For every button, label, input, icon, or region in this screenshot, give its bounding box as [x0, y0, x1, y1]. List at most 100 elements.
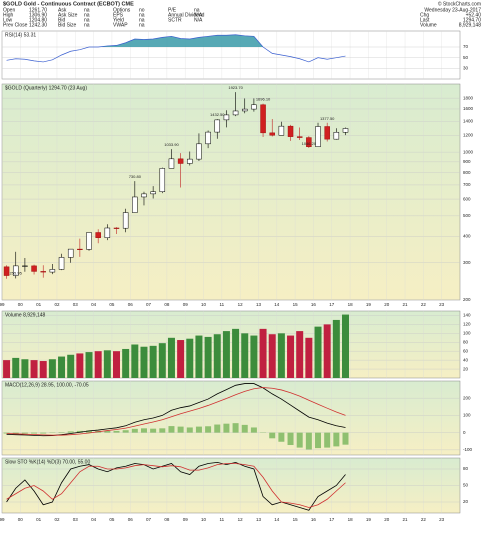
candle-body [288, 126, 293, 136]
candle-body [105, 228, 110, 238]
x-tick-label: 19 [366, 517, 372, 522]
panel-label: MACD(12,26,9) 28.95, 100.00, -70.05 [5, 382, 89, 388]
x-tick-label: 05 [109, 302, 115, 307]
volume-bar [12, 358, 19, 378]
histogram-bar [223, 424, 229, 433]
y-tick-label: 900 [463, 159, 471, 164]
y-tick-label: 300 [463, 260, 471, 265]
histogram-bar [324, 433, 330, 448]
histogram-bar [132, 429, 138, 433]
x-tick-label: 01 [36, 517, 42, 522]
y-tick-label: 100 [463, 413, 471, 418]
candle-body [68, 249, 73, 257]
candle-body [59, 257, 64, 269]
candle-body [132, 197, 137, 213]
x-tick-label: 00 [18, 517, 24, 522]
x-tick-label: 13 [256, 517, 262, 522]
candle-body [32, 266, 37, 272]
candle-body [96, 233, 101, 238]
x-tick-label: 09 [183, 302, 189, 307]
price-annotation: 255.95 [10, 270, 23, 275]
histogram-bar [123, 430, 129, 432]
histogram-bar [22, 433, 28, 434]
x-tick-label: 04 [91, 302, 97, 307]
volume-bar [241, 333, 248, 378]
panel-label: RSI(14) 53.31 [5, 32, 36, 38]
y-tick-label: 200 [463, 297, 471, 302]
volume-bar [86, 352, 93, 378]
x-tick-label: 19 [366, 302, 372, 307]
candle-body [196, 144, 201, 159]
y-tick-label: 70 [463, 44, 469, 49]
volume-bar [177, 340, 184, 378]
x-tick-label: 16 [311, 517, 317, 522]
x-tick-label: 06 [128, 302, 134, 307]
x-tick-label: 20 [384, 517, 390, 522]
x-tick-label: 22 [421, 517, 427, 522]
histogram-bar [214, 425, 220, 433]
y-tick-label: 1600 [463, 106, 474, 111]
field-label: VWAP [113, 22, 128, 28]
x-tick-label: 15 [293, 517, 299, 522]
x-tick-label: 11 [220, 302, 225, 307]
x-tick-label: 11 [220, 517, 225, 522]
field-value: N/A [194, 17, 203, 23]
x-tick-label: 01 [36, 302, 42, 307]
volume-bar [113, 351, 120, 378]
x-tick-label: 12 [238, 517, 244, 522]
histogram-bar [288, 433, 294, 445]
candle-body [343, 128, 348, 132]
panel-label: $GOLD (Quarterly) 1294.70 (23 Aug) [5, 85, 87, 91]
volume-bar [131, 345, 138, 379]
histogram-bar [150, 429, 156, 433]
candle-body [178, 159, 183, 164]
x-tick-label: 99 [0, 517, 5, 522]
volume-bar [287, 336, 294, 378]
x-tick-label: 17 [329, 517, 335, 522]
y-tick-label: 1000 [463, 149, 474, 154]
volume-bar [324, 324, 331, 378]
histogram-bar [278, 433, 284, 442]
volume-bar [159, 343, 166, 378]
field-value: na [139, 22, 145, 28]
y-tick-label: 80 [463, 466, 469, 471]
panel-label: Slow STO %K(14) %D(3) 70.00, 55.00 [5, 459, 90, 465]
y-tick-label: 200 [463, 395, 471, 400]
volume-bar [150, 346, 157, 378]
x-tick-label: 22 [421, 302, 427, 307]
volume-bar [3, 360, 10, 378]
candle-body [334, 132, 339, 139]
volume-bar [104, 350, 111, 378]
volume-bar [76, 353, 83, 378]
y-tick-label: 600 [463, 196, 471, 201]
volume-bar [269, 334, 276, 378]
x-tick-label: 17 [329, 302, 335, 307]
candle-body [187, 159, 192, 163]
x-tick-label: 99 [0, 302, 5, 307]
volume-bar [223, 331, 230, 378]
candle-body [206, 132, 211, 144]
candle-body [22, 266, 27, 267]
x-tick-label: 04 [91, 517, 97, 522]
volume-bar [315, 327, 322, 378]
x-tick-label: 20 [384, 302, 390, 307]
volume-bar [195, 336, 202, 378]
histogram-bar [251, 427, 257, 432]
histogram-bar [297, 433, 303, 448]
histogram-bar [59, 432, 65, 433]
y-tick-label: 800 [463, 170, 471, 175]
x-tick-label: 14 [274, 517, 280, 522]
histogram-bar [343, 433, 349, 445]
histogram-bar [141, 428, 147, 432]
candle-body [316, 127, 321, 147]
histogram-bar [40, 433, 46, 434]
volume-bar [49, 359, 56, 378]
histogram-bar [68, 431, 74, 432]
volume-bar [122, 349, 129, 378]
x-tick-label: 08 [164, 302, 170, 307]
field-label: Volume [420, 22, 437, 28]
histogram-bar [196, 427, 202, 433]
price-annotation: 1046.20 [302, 141, 317, 146]
histogram-bar [269, 433, 275, 439]
x-tick-label: 14 [274, 302, 280, 307]
